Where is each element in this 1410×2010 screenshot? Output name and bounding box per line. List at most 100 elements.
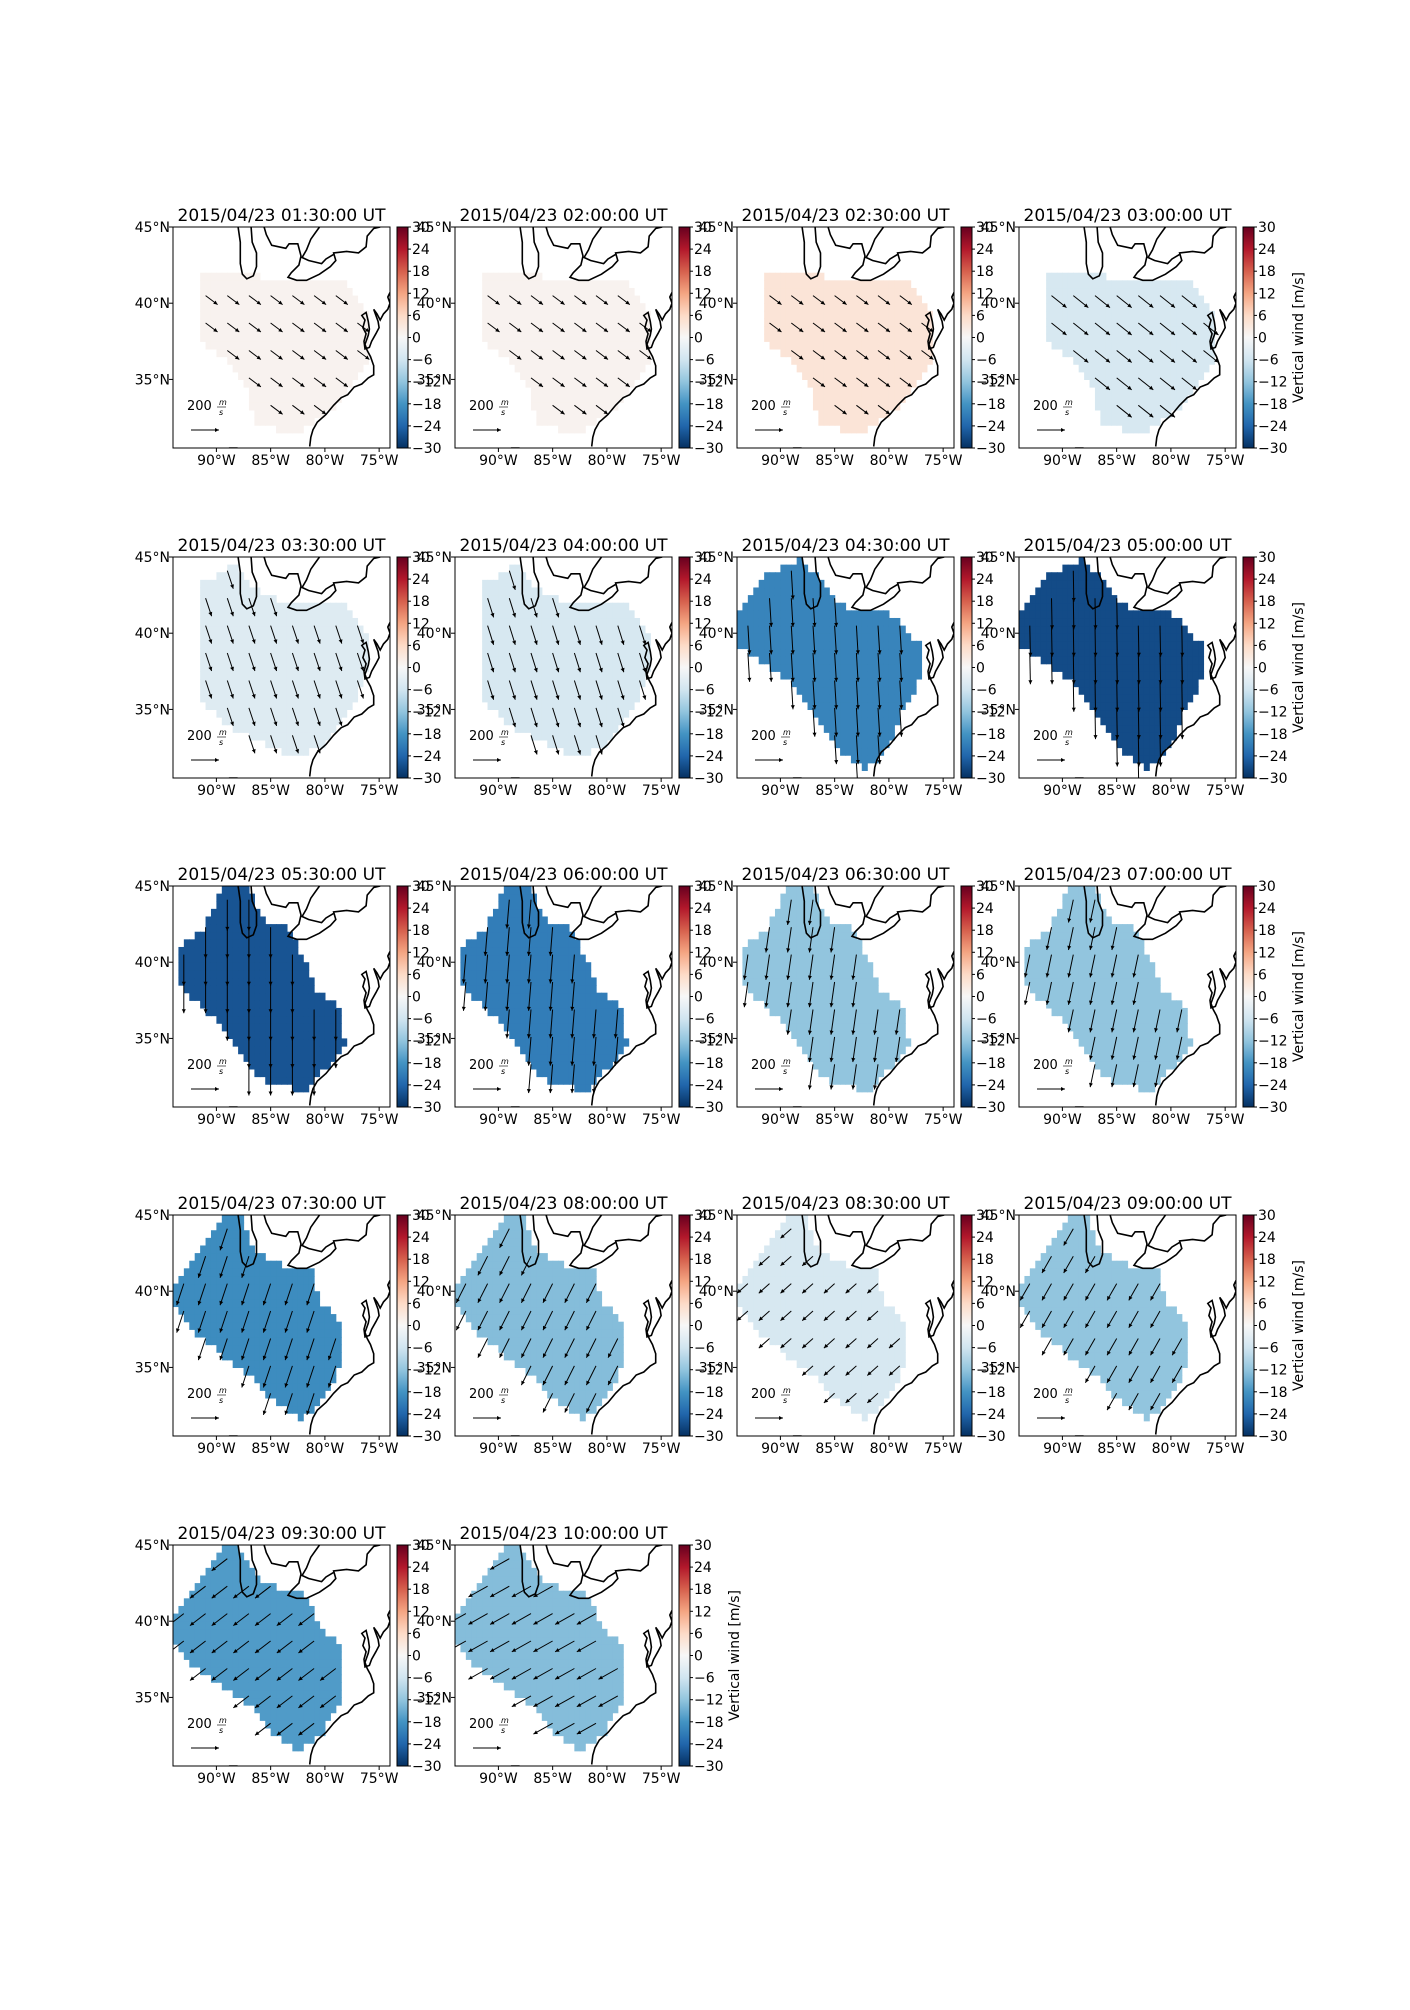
- grid-cell: [878, 686, 885, 695]
- grid-cell: [292, 356, 299, 365]
- grid-cell: [1046, 303, 1053, 312]
- grid-cell: [574, 364, 581, 373]
- grid-cell: [254, 686, 261, 695]
- grid-cell: [856, 739, 863, 749]
- grid-cell: [910, 318, 917, 327]
- grid-cell: [617, 709, 624, 718]
- grid-cell: [1111, 417, 1118, 426]
- grid-cell: [558, 732, 565, 741]
- grid-cell: [286, 387, 293, 396]
- grid-cell: [856, 747, 863, 756]
- grid-cell: [1094, 587, 1101, 596]
- grid-cell: [585, 648, 592, 657]
- grid-cell: [357, 341, 364, 350]
- grid-cell: [1122, 379, 1129, 388]
- grid-cell: [883, 709, 890, 718]
- grid-cell: [823, 640, 830, 650]
- grid-cell: [579, 295, 586, 304]
- grid-cell: [297, 333, 304, 342]
- grid-cell: [617, 303, 624, 312]
- grid-cell: [346, 686, 353, 695]
- colorbar-tick-label: −18: [694, 397, 724, 413]
- grid-cell: [1154, 671, 1161, 680]
- grid-cell: [791, 295, 798, 304]
- grid-cell: [547, 625, 554, 634]
- grid-cell: [872, 633, 879, 642]
- grid-cell: [834, 724, 841, 733]
- grid-cell: [1073, 356, 1080, 365]
- grid-cell: [303, 694, 310, 703]
- grid-cell: [563, 724, 570, 733]
- grid-cell: [606, 394, 613, 403]
- grid-cell: [878, 333, 885, 342]
- grid-cell: [314, 656, 321, 665]
- grid-cell: [579, 717, 586, 726]
- grid-cell: [617, 717, 624, 726]
- grid-cell: [1019, 610, 1026, 619]
- grid-cell: [281, 686, 288, 695]
- grid-cell: [829, 648, 836, 657]
- grid-cell: [520, 648, 527, 657]
- grid-cell: [487, 303, 494, 312]
- grid-cell: [774, 617, 781, 627]
- grid-cell: [818, 633, 825, 642]
- grid-cell: [1154, 394, 1161, 403]
- grid-cell: [834, 671, 841, 680]
- grid-cell: [487, 656, 494, 665]
- grid-cell: [552, 656, 559, 665]
- grid-cell: [270, 379, 277, 388]
- grid-cell: [514, 602, 521, 611]
- grid-cell: [558, 617, 565, 627]
- grid-cell: [617, 387, 624, 396]
- colorbar-tick-label: 0: [976, 661, 985, 677]
- grid-cell: [606, 633, 613, 642]
- wind-arrow-head: [512, 722, 516, 728]
- wind-arrow-head: [295, 639, 299, 644]
- grid-cell: [227, 572, 234, 581]
- grid-cell: [297, 348, 304, 358]
- grid-cell: [1051, 579, 1058, 589]
- grid-cell: [579, 625, 586, 634]
- grid-cell: [623, 287, 630, 297]
- grid-cell: [1176, 633, 1183, 642]
- wind-arrow-head: [273, 721, 278, 726]
- grid-cell: [525, 587, 532, 596]
- wind-arrow-head: [581, 382, 587, 387]
- grid-cell: [1019, 617, 1026, 627]
- grid-cell: [590, 409, 597, 419]
- grid-cell: [248, 640, 255, 650]
- grid-cell: [552, 364, 559, 373]
- lat-tick-label: 45°N: [135, 220, 170, 236]
- grid-cell: [482, 656, 489, 665]
- grid-cell: [221, 640, 228, 650]
- grid-cell: [612, 602, 619, 611]
- grid-cell: [324, 387, 331, 396]
- grid-cell: [341, 371, 348, 381]
- grid-cell: [856, 425, 863, 434]
- grid-cell: [536, 686, 543, 695]
- grid-cell: [883, 318, 890, 327]
- grid-cell: [1149, 633, 1156, 642]
- grid-cell: [1035, 625, 1042, 634]
- wind-arrow-head: [273, 639, 278, 644]
- wind-arrow-head: [798, 355, 804, 360]
- grid-cell: [802, 303, 809, 312]
- grid-cell: [856, 280, 863, 289]
- grid-cell: [845, 295, 852, 304]
- grid-cell: [639, 678, 646, 688]
- grid-cell: [281, 747, 288, 756]
- grid-cell: [248, 694, 255, 703]
- grid-cell: [1084, 341, 1091, 350]
- grid-cell: [834, 356, 841, 365]
- grid-cell: [1122, 648, 1129, 657]
- wind-arrow-head: [321, 328, 327, 332]
- wind-arrow-head: [1071, 680, 1076, 685]
- grid-cell: [856, 394, 863, 403]
- grid-cell: [1192, 310, 1199, 320]
- grid-cell: [774, 633, 781, 642]
- grid-cell: [297, 341, 304, 350]
- grid-cell: [330, 341, 337, 350]
- grid-cell: [888, 287, 895, 297]
- grid-cell: [807, 364, 814, 373]
- grid-cell: [888, 701, 895, 711]
